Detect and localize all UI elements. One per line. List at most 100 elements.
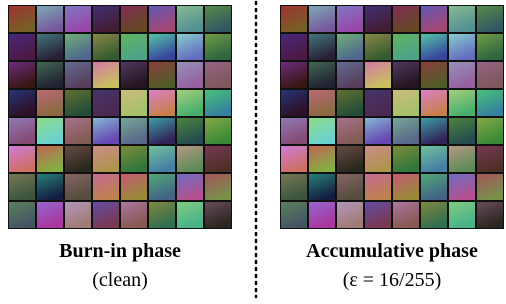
image-thumbnail: [421, 62, 447, 88]
image-thumbnail: [121, 6, 147, 32]
image-thumbnail: [421, 174, 447, 200]
panel-subtitle: (clean): [92, 269, 148, 291]
image-thumbnail: [121, 118, 147, 144]
image-thumbnail: [65, 34, 91, 60]
image-thumbnail: [337, 62, 363, 88]
image-thumbnail: [393, 146, 419, 172]
image-thumbnail: [93, 202, 119, 228]
image-thumbnail: [393, 90, 419, 116]
image-thumbnail: [37, 62, 63, 88]
image-thumbnail: [93, 118, 119, 144]
image-thumbnail: [365, 34, 391, 60]
image-thumbnail: [477, 6, 503, 32]
image-thumbnail: [205, 118, 231, 144]
image-thumbnail: [449, 62, 475, 88]
image-thumbnail: [121, 146, 147, 172]
image-thumbnail: [93, 62, 119, 88]
image-thumbnail: [93, 146, 119, 172]
image-thumbnail: [449, 6, 475, 32]
image-thumbnail: [9, 146, 35, 172]
image-thumbnail: [121, 174, 147, 200]
image-thumbnail: [177, 174, 203, 200]
panel-title: Burn-in phase: [59, 240, 181, 262]
image-thumbnail: [149, 146, 175, 172]
image-thumbnail: [365, 118, 391, 144]
image-thumbnail: [9, 202, 35, 228]
image-thumbnail: [309, 202, 335, 228]
image-thumbnail: [281, 62, 307, 88]
image-thumbnail: [37, 146, 63, 172]
image-thumbnail: [177, 34, 203, 60]
image-thumbnail: [121, 90, 147, 116]
image-thumbnail: [393, 6, 419, 32]
image-thumbnail: [309, 146, 335, 172]
image-thumbnail: [309, 174, 335, 200]
image-thumbnail: [281, 90, 307, 116]
image-thumbnail: [149, 34, 175, 60]
image-thumbnail: [177, 146, 203, 172]
image-thumbnail: [477, 34, 503, 60]
image-thumbnail: [477, 202, 503, 228]
figure: Burn-in phase (clean) Accumulative phase…: [0, 0, 506, 299]
image-thumbnail: [449, 34, 475, 60]
image-thumbnail: [149, 174, 175, 200]
image-thumbnail: [365, 62, 391, 88]
image-thumbnail: [205, 146, 231, 172]
image-thumbnail: [93, 34, 119, 60]
image-thumbnail: [449, 174, 475, 200]
image-thumbnail: [65, 202, 91, 228]
image-thumbnail: [121, 34, 147, 60]
image-thumbnail: [281, 34, 307, 60]
image-thumbnail: [477, 174, 503, 200]
image-thumbnail: [37, 174, 63, 200]
image-thumbnail: [149, 62, 175, 88]
image-thumbnail: [393, 62, 419, 88]
image-thumbnail: [9, 6, 35, 32]
image-thumbnail: [9, 174, 35, 200]
image-thumbnail: [177, 202, 203, 228]
image-thumbnail: [93, 6, 119, 32]
image-thumbnail: [477, 62, 503, 88]
image-thumbnail: [337, 202, 363, 228]
image-thumbnail: [337, 146, 363, 172]
image-thumbnail: [337, 118, 363, 144]
image-thumbnail: [205, 62, 231, 88]
image-thumbnail: [65, 118, 91, 144]
image-thumbnail: [477, 118, 503, 144]
image-thumbnail: [421, 6, 447, 32]
image-thumbnail: [421, 90, 447, 116]
image-thumbnail: [365, 90, 391, 116]
image-thumbnail: [121, 202, 147, 228]
image-thumbnail: [393, 202, 419, 228]
image-thumbnail: [421, 202, 447, 228]
image-thumbnail: [93, 90, 119, 116]
image-thumbnail: [477, 146, 503, 172]
image-thumbnail: [93, 174, 119, 200]
image-thumbnail: [337, 6, 363, 32]
image-thumbnail: [65, 174, 91, 200]
image-thumbnail: [365, 146, 391, 172]
image-thumbnail: [177, 6, 203, 32]
image-thumbnail: [281, 174, 307, 200]
panel-subtitle: (ε = 16/255): [343, 269, 442, 291]
image-thumbnail: [309, 34, 335, 60]
image-thumbnail: [365, 202, 391, 228]
page: {"panels": [ {"title": "Burn-in phase", …: [0, 0, 506, 299]
image-thumbnail: [149, 6, 175, 32]
image-thumbnail: [65, 90, 91, 116]
image-thumbnail: [477, 90, 503, 116]
image-thumbnail: [205, 6, 231, 32]
image-thumbnail: [309, 6, 335, 32]
image-thumbnail: [281, 146, 307, 172]
image-thumbnail: [9, 118, 35, 144]
image-thumbnail: [65, 6, 91, 32]
image-thumbnail: [205, 90, 231, 116]
image-thumbnail: [37, 90, 63, 116]
panel-title: Accumulative phase: [306, 240, 478, 262]
image-thumbnail: [449, 90, 475, 116]
image-thumbnail: [365, 6, 391, 32]
image-thumbnail: [37, 6, 63, 32]
image-thumbnail: [337, 90, 363, 116]
image-thumbnail: [149, 202, 175, 228]
image-thumbnail: [205, 202, 231, 228]
